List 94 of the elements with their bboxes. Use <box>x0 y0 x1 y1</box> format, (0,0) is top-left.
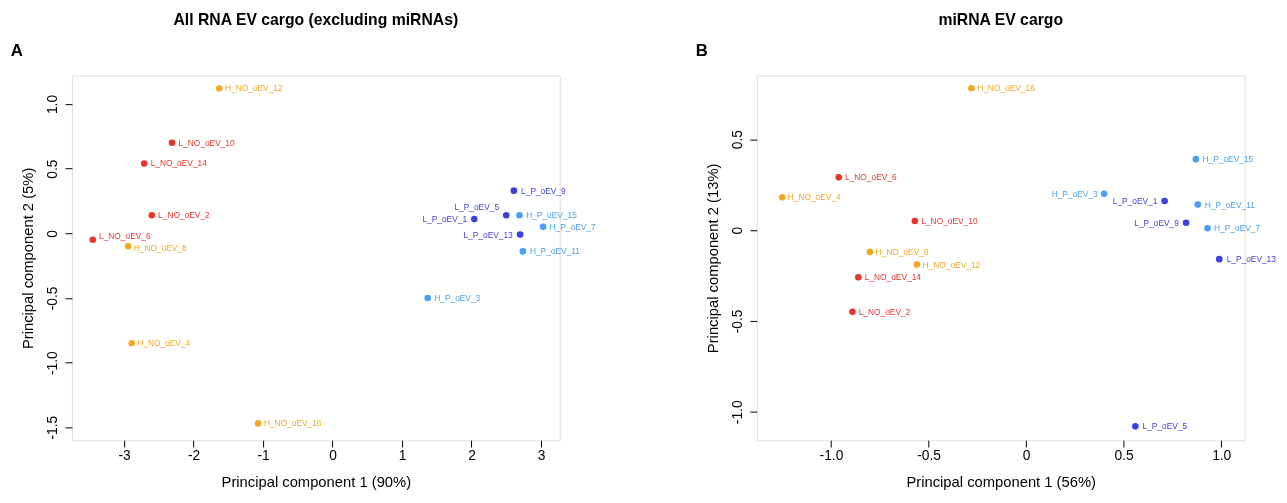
x-tick-label: -0.5 <box>917 448 942 464</box>
y-tick-label: 0.5 <box>44 159 60 179</box>
x-tick-label: 2 <box>468 448 476 464</box>
series-label: L_NO_oEV_10 <box>921 215 978 226</box>
point <box>1204 224 1211 232</box>
point <box>1194 201 1202 208</box>
series-label: H_NO_oEV_16 <box>977 83 1036 94</box>
point <box>470 215 478 223</box>
point <box>1192 155 1200 163</box>
series-label: H_P_oEV_11 <box>1204 199 1256 210</box>
series-label: H_NO_oEV_12 <box>922 259 981 270</box>
series-label: L_NO_oEV_14 <box>864 272 922 283</box>
series-label: L_P_oEV_1 <box>422 214 468 225</box>
text: B <box>695 40 708 60</box>
x-tick-label: -2 <box>187 448 201 464</box>
point <box>1132 423 1139 430</box>
point <box>140 160 148 167</box>
y-tick-label: 0 <box>729 226 745 235</box>
y-tick-label: 0 <box>44 229 60 238</box>
series-label: H_P_oEV_7 <box>1214 223 1261 234</box>
x-tick-label: 0 <box>1022 448 1031 464</box>
point <box>866 248 874 256</box>
y-tick-label: 1.0 <box>44 94 60 115</box>
x-axis-title: Principal component 1 (56%) <box>906 473 1097 490</box>
series-label: L_P_oEV_13 <box>463 229 514 240</box>
series-label: H_NO_oEV_4 <box>787 192 842 203</box>
y-tick-label: -1.0 <box>729 400 745 425</box>
series-label: H_P_oEV_7 <box>549 221 596 232</box>
text: A <box>10 40 23 60</box>
series-label: L_P_oEV_13 <box>1226 254 1277 265</box>
series-label: L_P_oEV_9 <box>521 185 567 196</box>
point <box>424 294 432 302</box>
x-tick-label: 0 <box>329 448 338 464</box>
point <box>1161 197 1168 205</box>
series-label: L_NO_oEV_2 <box>858 306 911 317</box>
x-tick-label: -3 <box>118 448 131 464</box>
series-label: H_NO_oEV_8 <box>133 243 188 254</box>
x-tick-label: 0.5 <box>1114 448 1135 464</box>
chart-title: miRNA EV cargo <box>938 11 1064 29</box>
series-label: L_P_oEV_9 <box>1134 217 1180 228</box>
point <box>89 236 97 244</box>
series-label: L_NO_oEV_10 <box>178 137 236 148</box>
x-tick-label: -1 <box>257 448 270 464</box>
series-label: H_P_oEV_15 <box>526 210 578 221</box>
point <box>1182 219 1190 227</box>
series-label: L_NO_oEV_6 <box>845 172 897 183</box>
point <box>1215 255 1223 263</box>
y-tick-label: 0.5 <box>729 129 745 150</box>
point <box>254 420 262 427</box>
point <box>854 274 862 281</box>
y-axis-title: Principal component 2 (13%) <box>704 163 721 354</box>
point <box>168 139 176 147</box>
point <box>128 339 135 347</box>
x-tick-label: 1 <box>398 448 407 464</box>
series-label: L_P_oEV_5 <box>454 202 500 213</box>
point <box>124 242 132 250</box>
point <box>835 174 843 181</box>
series-label: H_NO_oEV_12 <box>224 83 283 94</box>
point <box>215 85 223 92</box>
point <box>911 217 919 225</box>
series-label: H_P_oEV_11 <box>529 246 581 257</box>
x-tick-label: -1.0 <box>819 448 844 464</box>
x-axis-title: Principal component 1 (90%) <box>221 473 412 490</box>
point <box>502 211 510 219</box>
x-tick-label: 1.0 <box>1212 448 1232 464</box>
chart-title: All RNA EV cargo (excluding miRNAs) <box>173 11 459 29</box>
series-label: H_NO_oEV_4 <box>137 338 191 349</box>
point <box>849 308 856 316</box>
point <box>913 261 921 268</box>
series-label: H_P_oEV_3 <box>1051 188 1098 199</box>
point <box>510 187 518 194</box>
series-label: H_P_oEV_15 <box>1202 154 1254 165</box>
point <box>778 194 786 201</box>
y-tick-label: -1.5 <box>44 415 60 440</box>
y-tick-label: -0.5 <box>729 309 745 334</box>
point <box>516 211 523 219</box>
series-label: L_NO_oEV_2 <box>158 210 211 221</box>
point <box>968 84 975 92</box>
point <box>516 231 524 238</box>
series-label: H_NO_oEV_16 <box>263 418 322 429</box>
series-label: L_NO_oEV_6 <box>99 230 151 241</box>
series-label: L_NO_oEV_14 <box>150 158 208 169</box>
series-label: L_P_oEV_5 <box>1142 421 1188 432</box>
point <box>148 211 156 219</box>
series-label: L_P_oEV_1 <box>1112 195 1158 206</box>
y-axis-title: Principal component 2 (5%) <box>20 167 37 350</box>
series-label: H_P_oEV_3 <box>434 292 481 303</box>
series-label: H_NO_oEV_8 <box>875 246 929 257</box>
point <box>539 223 547 231</box>
y-tick-label: -1.0 <box>44 350 60 375</box>
x-tick-label: 3 <box>537 448 546 464</box>
point <box>519 248 527 255</box>
y-tick-label: -0.5 <box>44 286 60 311</box>
point <box>1100 190 1108 198</box>
